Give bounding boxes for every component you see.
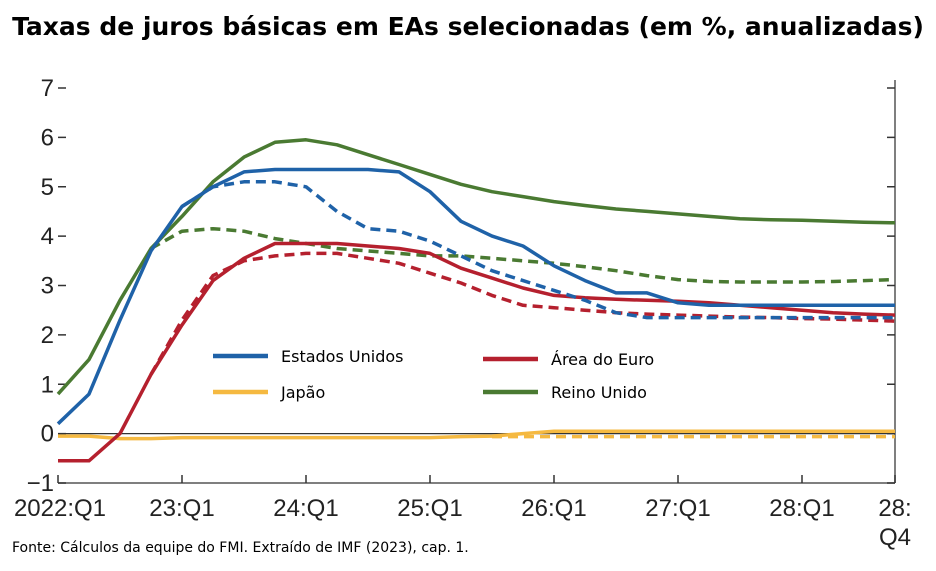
chart-legend: Estados Unidos Japão Área do Euro Reino Uni… bbox=[213, 347, 654, 402]
y-tick-label: 3 bbox=[41, 273, 54, 300]
x-tick-label: 2022:Q1 bbox=[14, 495, 106, 522]
y-tick-label: 6 bbox=[41, 124, 54, 151]
x-tick-label: 23:Q1 bbox=[149, 495, 214, 522]
x-tick-label: 28:Q1 bbox=[769, 495, 834, 522]
y-tick-label: 4 bbox=[41, 223, 54, 250]
series-line-projection-5 bbox=[149, 251, 896, 376]
source-note: Fonte: Cálculos da equipe do FMI. Extraí… bbox=[12, 540, 469, 556]
series-line-0 bbox=[56, 167, 895, 426]
legend-label: Japão bbox=[280, 383, 325, 402]
y-tick-label: −1 bbox=[27, 470, 54, 497]
series-line-4 bbox=[58, 241, 896, 463]
chart-axes: −1 0 1 2 3 4 5 6 7 2022:Q1 23:Q1 24:Q1 25:Q1 26:Q1 27:… bbox=[14, 75, 912, 551]
series-line-6 bbox=[56, 138, 896, 396]
x-tick-label: 24:Q1 bbox=[273, 495, 338, 522]
chart-title: Taxas de juros básicas em EAs selecionad… bbox=[12, 12, 924, 41]
x-tick-label-second-line: Q4 bbox=[879, 524, 911, 551]
x-tick-label: 25:Q1 bbox=[397, 495, 462, 522]
y-tick-label: 7 bbox=[41, 75, 54, 102]
series-line-2 bbox=[58, 429, 895, 441]
y-tick-label: 1 bbox=[41, 371, 54, 398]
y-tick-label: 5 bbox=[41, 174, 54, 201]
chart-series bbox=[56, 138, 896, 463]
y-tick-label: 0 bbox=[41, 421, 54, 448]
y-tick-label: 2 bbox=[41, 322, 54, 349]
series-line-projection-7 bbox=[150, 226, 896, 284]
legend-label: Estados Unidos bbox=[281, 347, 403, 366]
series-line-projection-1 bbox=[181, 180, 895, 320]
legend-label: Área do Euro bbox=[551, 350, 654, 369]
x-tick-label: 26:Q1 bbox=[521, 495, 586, 522]
legend-label: Reino Unido bbox=[551, 383, 647, 402]
x-tick-label: 28: bbox=[878, 495, 911, 522]
x-tick-label: 27:Q1 bbox=[645, 495, 710, 522]
